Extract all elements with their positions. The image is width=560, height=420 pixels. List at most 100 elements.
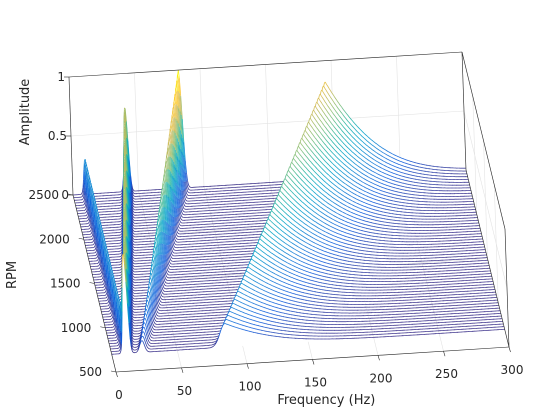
waterfall-segment bbox=[332, 100, 334, 102]
waterfall-segment bbox=[359, 157, 361, 159]
waterfall-segment bbox=[132, 188, 134, 191]
waterfall-segment bbox=[321, 87, 324, 91]
waterfall-segment bbox=[362, 164, 364, 166]
waterfall-segment bbox=[131, 185, 133, 191]
waterfall-segment bbox=[365, 139, 367, 141]
waterfall-segment bbox=[369, 169, 371, 171]
waterfall-segment bbox=[369, 142, 371, 144]
waterfall-segment bbox=[352, 132, 355, 134]
waterfall-segment bbox=[364, 143, 366, 145]
waterfall-segment bbox=[88, 203, 90, 212]
waterfall-segment bbox=[384, 153, 386, 155]
waterfall-segment bbox=[367, 159, 369, 161]
waterfall-segment bbox=[345, 155, 347, 157]
waterfall-segment bbox=[184, 171, 186, 182]
waterfall-segment bbox=[379, 150, 382, 152]
waterfall-segment bbox=[339, 154, 341, 157]
waterfall-segment bbox=[342, 119, 344, 122]
waterfall-segment bbox=[380, 150, 382, 153]
waterfall-segment bbox=[120, 193, 122, 195]
waterfall-segment bbox=[342, 114, 344, 116]
waterfall-segment bbox=[377, 165, 379, 167]
waterfall-segment bbox=[366, 135, 369, 138]
waterfall-segment bbox=[343, 120, 345, 123]
waterfall-segment bbox=[339, 149, 341, 151]
waterfall-segment bbox=[346, 161, 349, 163]
waterfall-segment bbox=[341, 156, 343, 158]
waterfall-segment bbox=[341, 118, 343, 121]
waterfall-segment bbox=[87, 187, 89, 199]
waterfall-segment bbox=[372, 158, 374, 160]
waterfall-segment bbox=[375, 164, 377, 166]
waterfall-segment bbox=[362, 136, 365, 139]
waterfall-segment bbox=[346, 155, 348, 158]
waterfall-segment bbox=[351, 165, 353, 167]
waterfall-segment bbox=[336, 100, 338, 102]
waterfall-segment bbox=[359, 166, 361, 168]
waterfall-segment bbox=[345, 160, 348, 163]
waterfall-segment bbox=[354, 123, 357, 125]
waterfall-segment bbox=[357, 151, 359, 154]
waterfall-segment bbox=[351, 151, 354, 153]
waterfall-segment bbox=[339, 110, 342, 113]
waterfall-segment bbox=[325, 83, 328, 85]
waterfall-segment bbox=[329, 102, 332, 105]
waterfall-segment bbox=[348, 127, 351, 130]
waterfall-segment bbox=[374, 141, 376, 144]
waterfall-segment bbox=[327, 85, 329, 88]
waterfall-segment bbox=[356, 130, 358, 132]
waterfall-segment bbox=[352, 126, 354, 128]
waterfall-segment bbox=[87, 176, 89, 186]
waterfall-segment bbox=[379, 158, 381, 160]
waterfall-segment bbox=[320, 91, 322, 95]
waterfall-segment bbox=[85, 177, 87, 188]
waterfall-segment bbox=[370, 157, 372, 159]
waterfall-segment bbox=[361, 130, 363, 132]
waterfall-segment bbox=[352, 136, 354, 138]
waterfall-segment bbox=[380, 146, 382, 148]
waterfall-segment bbox=[352, 166, 354, 168]
waterfall-segment bbox=[363, 137, 365, 140]
waterfall-segment bbox=[176, 80, 179, 92]
waterfall-segment bbox=[369, 147, 371, 149]
waterfall-segment bbox=[343, 158, 345, 160]
waterfall-segment bbox=[364, 166, 367, 168]
waterfall-segment bbox=[347, 141, 349, 144]
waterfall-segment bbox=[83, 204, 85, 206]
waterfall-segment bbox=[345, 140, 347, 142]
waterfall-segment bbox=[375, 168, 377, 170]
waterfall-segment bbox=[366, 176, 369, 178]
waterfall-segment bbox=[362, 132, 365, 134]
waterfall-segment bbox=[379, 145, 381, 147]
waterfall-segment bbox=[365, 166, 367, 168]
waterfall-segment bbox=[331, 105, 333, 107]
waterfall-segment bbox=[361, 159, 363, 161]
waterfall-segment bbox=[378, 149, 381, 152]
waterfall-segment bbox=[371, 166, 373, 168]
waterfall-segment bbox=[360, 129, 362, 131]
waterfall-segment bbox=[350, 124, 352, 126]
waterfall-segment bbox=[328, 93, 330, 96]
waterfall-segment bbox=[179, 111, 182, 135]
waterfall-segment bbox=[362, 141, 365, 144]
waterfall-segment bbox=[362, 173, 365, 175]
waterfall-segment bbox=[353, 126, 355, 129]
waterfall-segment bbox=[84, 163, 86, 172]
waterfall-segment bbox=[328, 88, 331, 91]
waterfall-segment bbox=[345, 150, 347, 152]
waterfall-segment bbox=[83, 160, 85, 170]
waterfall-segment bbox=[326, 91, 329, 94]
waterfall-segment bbox=[371, 144, 374, 146]
waterfall-segment bbox=[326, 84, 329, 87]
waterfall-segment bbox=[359, 167, 362, 169]
waterfall-segment bbox=[363, 142, 365, 144]
waterfall-segment bbox=[339, 104, 342, 107]
waterfall-segment bbox=[360, 139, 362, 141]
waterfall-segment bbox=[364, 133, 366, 135]
waterfall-segment bbox=[377, 148, 379, 150]
waterfall-segment bbox=[346, 113, 348, 116]
waterfall-segment bbox=[120, 206, 122, 209]
waterfall-segment bbox=[329, 96, 332, 99]
waterfall-segment bbox=[368, 168, 371, 170]
waterfall-segment bbox=[347, 152, 350, 154]
